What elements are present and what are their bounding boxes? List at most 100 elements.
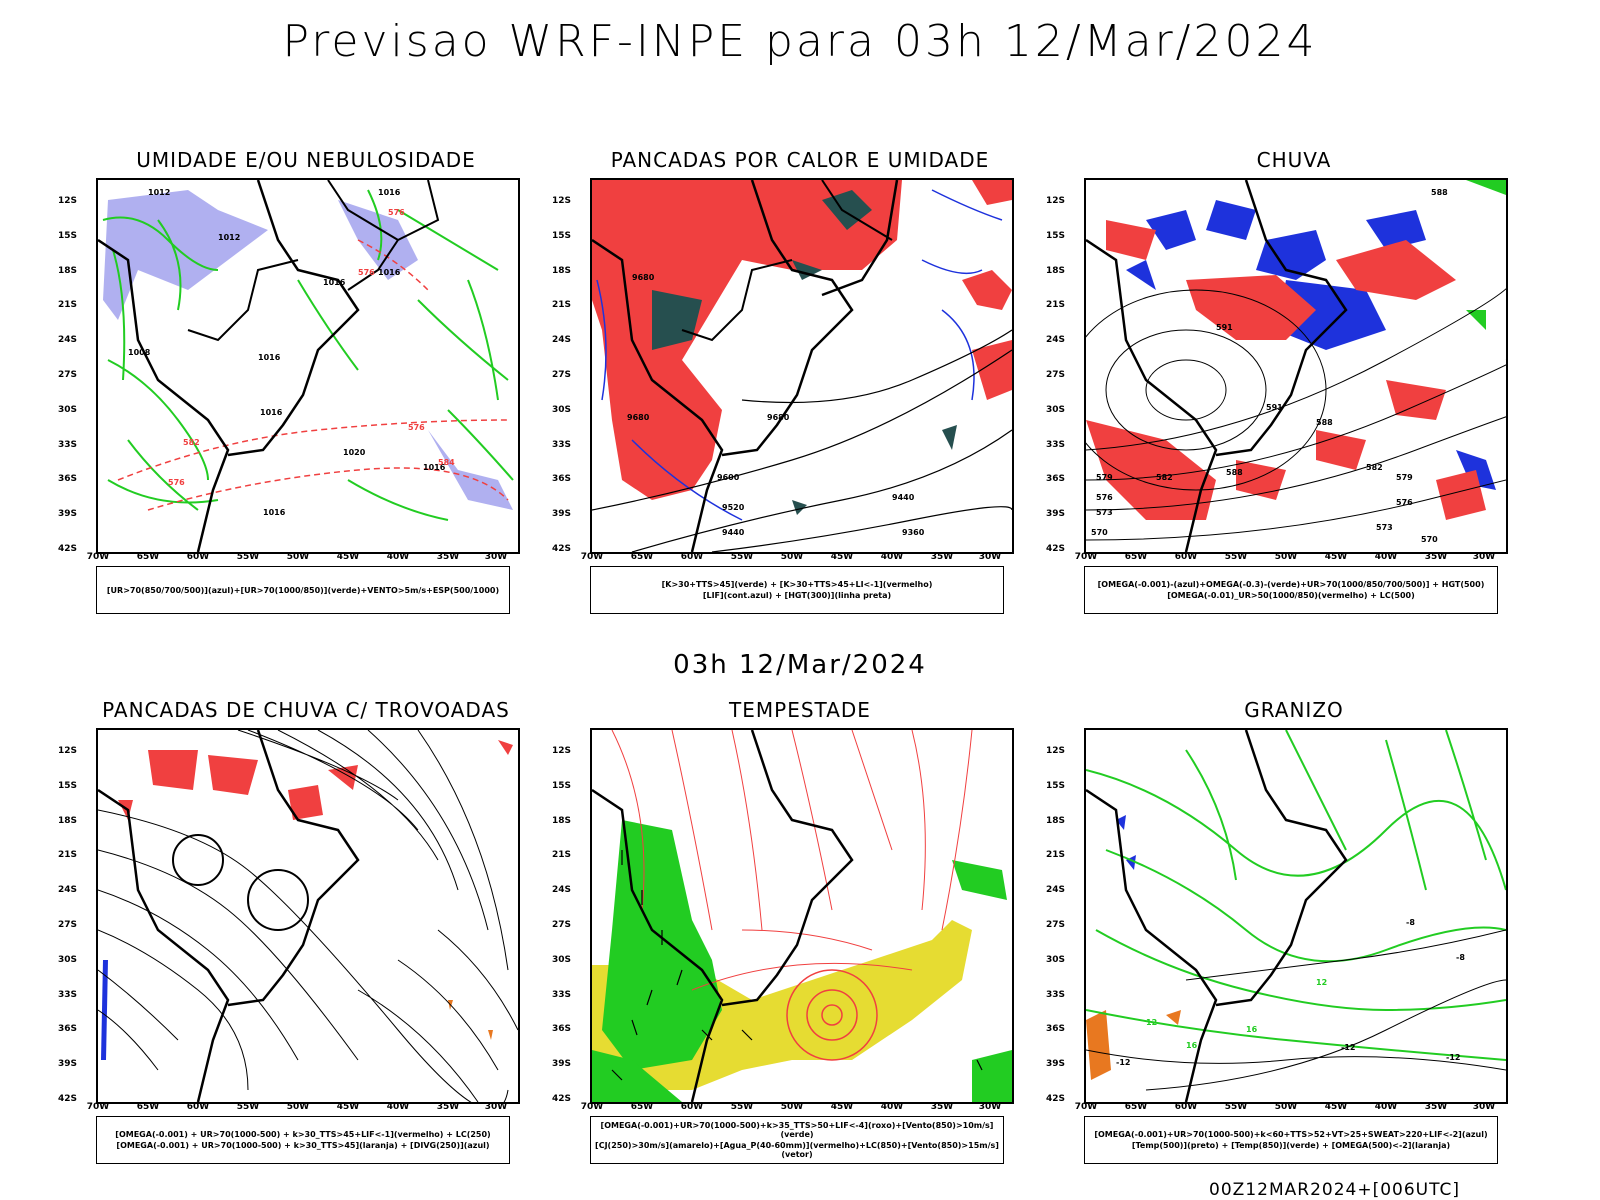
- axis-labels: 12S 15S 18S 21S 24S 27S 30S 33S 36S 39S …: [1046, 698, 1524, 1178]
- panel-legend: [OMEGA(-0.001)+UR>70(1000-500)+k>35_TTS>…: [590, 1116, 1004, 1164]
- map-pancadas-calor: 9680 9680 9680 9600 9520 9440 9440 9360: [590, 178, 1014, 554]
- legend-line: [OMEGA(-0.01)_UR>50(1000/850)(vermelho) …: [1167, 591, 1415, 600]
- svg-text:576: 576: [408, 423, 425, 432]
- svg-text:1012: 1012: [218, 233, 240, 242]
- svg-text:1008: 1008: [128, 348, 151, 357]
- lat-label: 21S: [58, 300, 78, 310]
- lon-label: 35W: [930, 552, 954, 562]
- lon-label: 50W: [286, 552, 310, 562]
- lat-label: 30S: [1046, 405, 1066, 415]
- lon-label: 70W: [86, 1102, 110, 1112]
- svg-text:582: 582: [1366, 463, 1383, 472]
- lat-label: 39S: [58, 1059, 78, 1069]
- lat-label: 21S: [1046, 300, 1066, 310]
- lon-label: 50W: [1274, 552, 1298, 562]
- lon-label: 45W: [336, 552, 360, 562]
- lon-label: 55W: [1224, 552, 1248, 562]
- lat-label: 18S: [1046, 266, 1066, 276]
- svg-text:9600: 9600: [717, 473, 740, 482]
- lon-label: 40W: [880, 1102, 904, 1112]
- legend-line: [K>30+TTS>45](verde) + [K>30+TTS>45+LI<-…: [661, 580, 933, 589]
- lat-label: 24S: [1046, 885, 1066, 895]
- axis-labels: 12S 15S 18S 21S 24S 27S 30S 33S 36S 39S …: [58, 148, 536, 628]
- lat-label: 24S: [1046, 335, 1066, 345]
- lon-label: 30W: [1472, 552, 1496, 562]
- legend-line: [OMEGA(-0.001) + UR>70(1000-500) + k>30_…: [115, 1130, 491, 1139]
- lat-label: 30S: [552, 955, 572, 965]
- panel-legend: [K>30+TTS>45](verde) + [K>30+TTS>45+LI<-…: [590, 566, 1004, 614]
- svg-text:1016: 1016: [423, 463, 446, 472]
- lat-label: 30S: [58, 405, 78, 415]
- lat-label: 12S: [552, 196, 572, 206]
- lon-label: 35W: [1424, 552, 1448, 562]
- svg-text:588: 588: [1226, 468, 1243, 477]
- axis-labels: 12S 15S 18S 21S 24S 27S 30S 33S 36S 39S …: [552, 698, 1030, 1178]
- svg-text:579: 579: [1396, 473, 1413, 482]
- legend-line: [OMEGA(-0.001)-(azul)+OMEGA(-0.3)-(verde…: [1097, 580, 1485, 589]
- lon-label: 35W: [1424, 1102, 1448, 1112]
- lat-label: 39S: [58, 509, 78, 519]
- lon-label: 50W: [1274, 1102, 1298, 1112]
- lat-label: 27S: [1046, 370, 1066, 380]
- panel-tempestade: TEMPESTADE 12S 15S 18S 21S 24S 27S 30S 3…: [552, 698, 1030, 1178]
- lon-label: 65W: [630, 1102, 654, 1112]
- svg-text:9440: 9440: [892, 493, 915, 502]
- lat-label: 15S: [58, 231, 78, 241]
- svg-text:576: 576: [1396, 498, 1413, 507]
- svg-text:576: 576: [1096, 493, 1113, 502]
- lon-label: 60W: [1174, 552, 1198, 562]
- axis-labels: 12S 15S 18S 21S 24S 27S 30S 33S 36S 39S …: [1046, 148, 1524, 628]
- lat-label: 36S: [552, 474, 572, 484]
- svg-text:1016: 1016: [258, 353, 281, 362]
- lat-label: 15S: [552, 231, 572, 241]
- lon-label: 55W: [730, 552, 754, 562]
- svg-text:16: 16: [1186, 1041, 1198, 1050]
- legend-line: [UR>70(850/700/500)](azul)+[UR>70(1000/8…: [106, 585, 500, 595]
- svg-text:1016: 1016: [323, 278, 346, 287]
- lon-label: 70W: [1074, 552, 1098, 562]
- lat-label: 12S: [1046, 746, 1066, 756]
- lon-label: 50W: [286, 1102, 310, 1112]
- lat-label: 12S: [552, 746, 572, 756]
- lat-label: 42S: [58, 544, 78, 554]
- lon-label: 30W: [978, 1102, 1002, 1112]
- lon-label: 55W: [236, 1102, 260, 1112]
- svg-text:-8: -8: [1406, 918, 1415, 927]
- panel-legend: [OMEGA(-0.001)+UR>70(1000-500)+k<60+TTS>…: [1084, 1116, 1498, 1164]
- lat-label: 30S: [552, 405, 572, 415]
- lon-label: 60W: [186, 1102, 210, 1112]
- lat-label: 18S: [1046, 816, 1066, 826]
- svg-text:-12: -12: [1446, 1053, 1460, 1062]
- lon-label: 35W: [930, 1102, 954, 1112]
- lat-label: 21S: [1046, 850, 1066, 860]
- panel-granizo: GRANIZO -8 -8 -12 -12 -12 16 16 12 12 12…: [1046, 698, 1524, 1178]
- panel-title: UMIDADE E/OU NEBULOSIDADE: [136, 148, 476, 172]
- lon-label: 65W: [1124, 1102, 1148, 1112]
- lon-label: 30W: [1472, 1102, 1496, 1112]
- legend-line: [CJ(250)>30m/s](amarelo)+[Agua_P(40-60mm…: [595, 1141, 999, 1159]
- svg-text:576: 576: [388, 208, 405, 217]
- lon-label: 60W: [680, 552, 704, 562]
- map-umidade: 1012 1012 1016 1016 1016 1020 1008 1016 …: [96, 178, 520, 554]
- legend-line: [Temp(500)](preto) + [Temp(850)](verde) …: [1131, 1141, 1451, 1150]
- lon-label: 60W: [680, 1102, 704, 1112]
- svg-text:9520: 9520: [722, 503, 745, 512]
- lat-label: 36S: [1046, 474, 1066, 484]
- lat-label: 39S: [552, 1059, 572, 1069]
- svg-text:1016: 1016: [263, 508, 286, 517]
- lat-label: 33S: [552, 990, 572, 1000]
- svg-text:-12: -12: [1341, 1043, 1355, 1052]
- map-tempestade: [590, 728, 1014, 1104]
- svg-text:9680: 9680: [627, 413, 650, 422]
- lat-label: 30S: [1046, 955, 1066, 965]
- lat-label: 33S: [58, 440, 78, 450]
- lat-label: 39S: [1046, 509, 1066, 519]
- lat-label: 42S: [552, 544, 572, 554]
- svg-text:576: 576: [358, 268, 375, 277]
- svg-text:591: 591: [1266, 403, 1283, 412]
- svg-text:9680: 9680: [767, 413, 790, 422]
- svg-text:576: 576: [168, 478, 185, 487]
- lat-label: 15S: [1046, 781, 1066, 791]
- lat-label: 24S: [552, 335, 572, 345]
- lat-label: 15S: [1046, 231, 1066, 241]
